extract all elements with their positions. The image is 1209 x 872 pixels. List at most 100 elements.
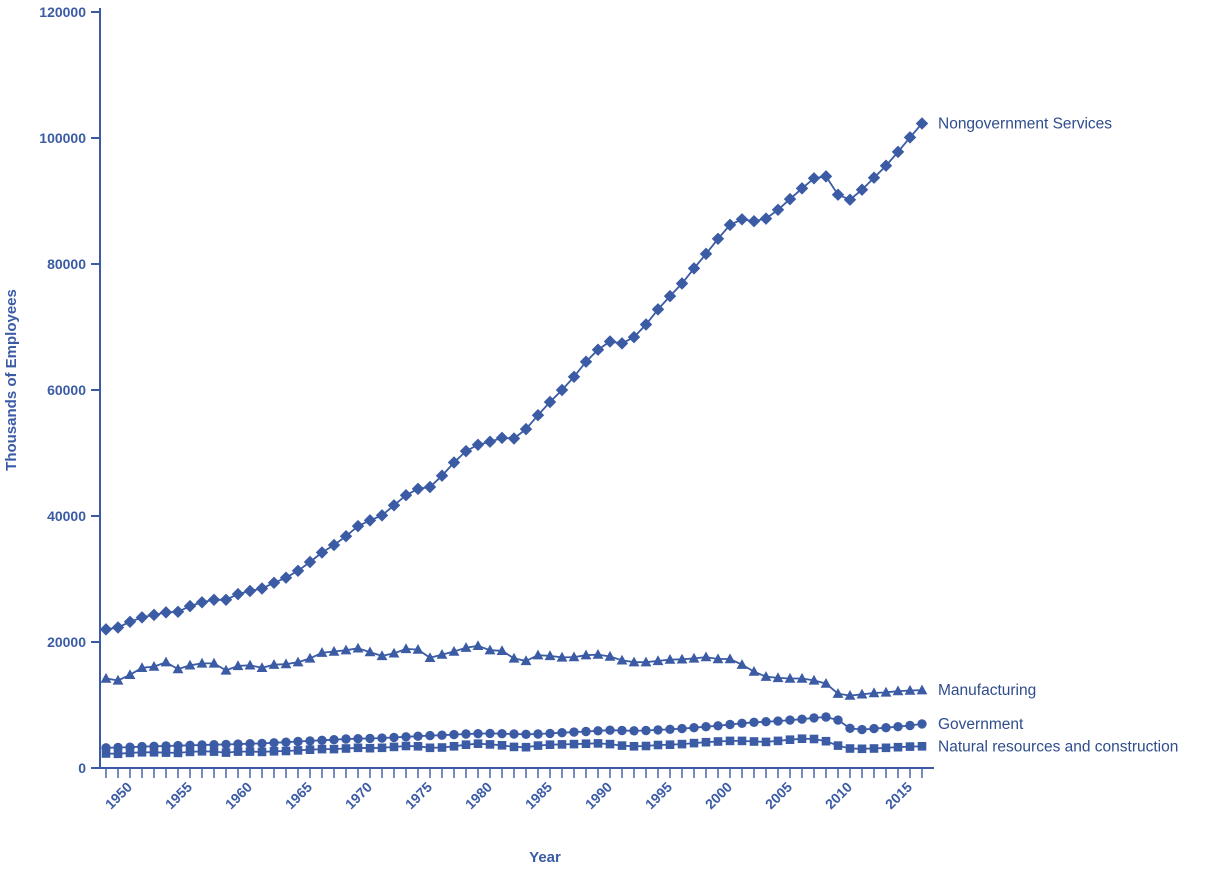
x-tick-label: 1980	[462, 779, 495, 812]
triangle-marker	[280, 658, 292, 669]
triangle-marker	[136, 662, 148, 672]
circle-marker	[641, 725, 651, 736]
circle-marker	[701, 722, 711, 732]
diamond-marker	[183, 599, 197, 613]
diamond-marker	[735, 213, 749, 226]
circle-marker	[905, 720, 915, 731]
square-marker	[797, 734, 807, 743]
square-marker	[533, 741, 543, 750]
circle-marker	[173, 740, 183, 751]
triangle-marker	[880, 686, 892, 697]
y-tick-label: 20000	[47, 634, 86, 650]
diamond-marker	[903, 131, 917, 144]
circle-marker	[677, 723, 687, 734]
triangle-marker	[652, 655, 664, 666]
square-marker	[173, 748, 183, 758]
circle-marker	[605, 725, 615, 735]
diamond-marker	[807, 172, 821, 185]
diamond-marker	[519, 422, 533, 436]
triangle-marker	[604, 650, 616, 661]
circle-marker	[281, 737, 291, 747]
square-marker	[497, 741, 507, 750]
circle-marker	[785, 715, 795, 725]
triangle-marker	[856, 688, 868, 699]
square-marker	[161, 748, 171, 757]
diamond-marker	[171, 605, 185, 619]
square-marker	[821, 736, 831, 746]
circle-marker	[257, 738, 267, 749]
diamond-marker	[471, 438, 485, 452]
square-marker	[185, 747, 195, 757]
x-tick-label: 1975	[402, 779, 435, 812]
series-nongovernment-services	[99, 117, 929, 636]
x-tick-label: 1965	[282, 779, 315, 812]
circle-marker	[881, 723, 891, 733]
x-tick-label: 1970	[342, 779, 375, 812]
circle-marker	[737, 718, 747, 728]
diamond-marker	[423, 480, 437, 494]
diamond-marker	[459, 444, 473, 458]
diamond-marker	[771, 203, 785, 217]
diamond-marker	[351, 519, 365, 533]
y-tick-label: 100000	[39, 130, 86, 146]
diamond-marker	[147, 608, 161, 622]
triangle-marker	[772, 672, 784, 683]
square-marker	[341, 744, 351, 753]
series-layer	[99, 117, 929, 759]
square-marker	[845, 744, 855, 753]
x-tick-label: 1955	[162, 779, 195, 812]
triangle-marker	[664, 654, 676, 664]
triangle-marker	[832, 688, 844, 698]
square-marker	[833, 741, 843, 750]
y-tick-label: 40000	[47, 508, 86, 524]
x-tick-label: 2010	[822, 779, 855, 812]
x-tick-label: 1960	[222, 779, 255, 812]
triangle-marker	[820, 678, 832, 688]
square-marker	[689, 738, 699, 748]
diamond-marker	[255, 582, 269, 595]
diamond-marker	[639, 318, 653, 331]
triangle-marker	[568, 651, 580, 662]
triangle-marker	[364, 646, 376, 657]
series-labels-layer: Nongovernment Services Manufacturing Gover…	[938, 116, 1178, 756]
diamond-marker	[675, 277, 689, 290]
diamond-marker	[543, 395, 557, 409]
square-marker	[329, 744, 339, 754]
circle-marker	[521, 729, 531, 739]
diamond-marker	[411, 482, 425, 496]
diamond-marker	[207, 593, 221, 607]
square-marker	[269, 747, 279, 756]
triangle-marker	[148, 661, 160, 671]
triangle-marker	[244, 659, 256, 670]
triangle-marker	[496, 645, 508, 655]
diamond-marker	[627, 330, 641, 344]
triangle-marker	[304, 652, 316, 663]
triangle-marker	[844, 690, 856, 700]
diamond-marker	[819, 170, 833, 183]
square-marker	[413, 742, 423, 751]
triangle-marker	[508, 652, 520, 663]
square-marker	[701, 737, 711, 747]
diamond-marker	[99, 623, 113, 636]
square-marker	[245, 747, 255, 756]
square-marker	[857, 744, 867, 754]
circle-marker	[341, 734, 351, 744]
triangle-marker	[784, 672, 796, 683]
x-tick-label: 2015	[882, 779, 915, 812]
triangle-marker	[544, 650, 556, 661]
square-marker	[869, 744, 879, 753]
circle-marker	[665, 724, 675, 734]
series-manufacturing	[100, 640, 928, 700]
triangle-marker	[676, 653, 688, 664]
series-natural-resources-construction	[101, 734, 927, 759]
diamond-marker	[879, 159, 893, 172]
triangle-marker	[388, 647, 400, 658]
circle-marker	[305, 736, 315, 746]
triangle-marker	[688, 652, 700, 663]
circle-marker	[761, 717, 771, 727]
square-marker	[905, 742, 915, 751]
circle-marker	[653, 725, 663, 735]
circle-marker	[869, 723, 879, 734]
circle-marker	[845, 723, 855, 733]
